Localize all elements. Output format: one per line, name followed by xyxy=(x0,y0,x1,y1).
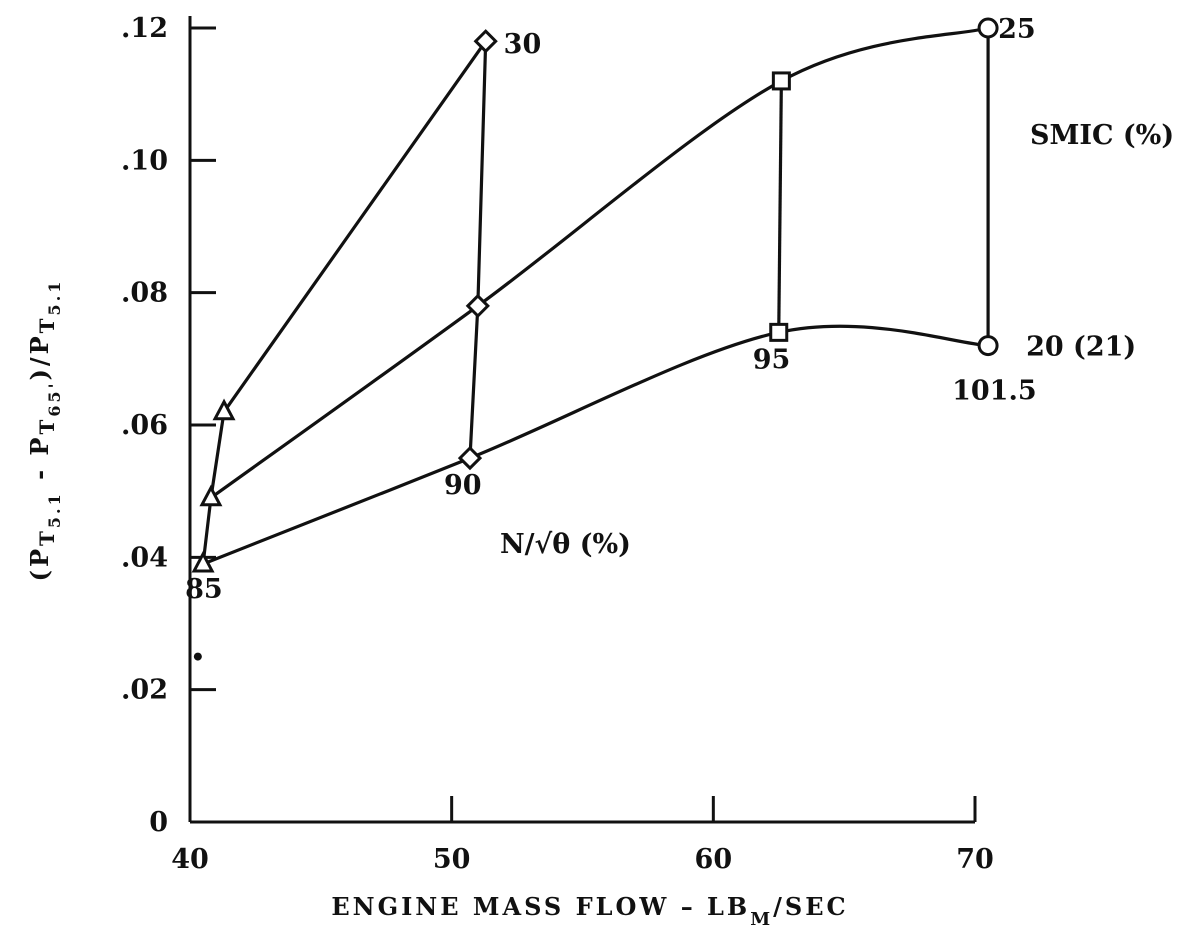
x-axis-title-tail: /SEC xyxy=(773,892,849,921)
series-label: 30 xyxy=(504,29,542,60)
circle-marker xyxy=(977,17,999,39)
speed-label: 90 xyxy=(444,470,482,501)
y-tick-label: 0 xyxy=(149,807,168,838)
speed-label: 85 xyxy=(185,574,223,605)
y-tick-label: .10 xyxy=(121,145,168,176)
speed-title: N/√θ (%) xyxy=(500,529,631,560)
speed-label: 101.5 xyxy=(952,376,1037,407)
x-tick-label: 70 xyxy=(956,844,994,875)
square-marker xyxy=(771,71,791,91)
labels: 30 25 20 (21) 85 90 95 101.5 xyxy=(185,14,1136,605)
circle-marker xyxy=(977,335,999,357)
y-tick-label: .12 xyxy=(121,13,168,44)
x-tick-label: 60 xyxy=(695,844,733,875)
diamond-marker xyxy=(465,293,490,319)
diamond-marker xyxy=(473,29,498,54)
diamond-marker xyxy=(457,445,483,471)
stray-dot xyxy=(193,652,202,661)
speed-line xyxy=(777,80,783,333)
triangle-marker xyxy=(191,550,215,573)
series-line xyxy=(222,40,487,413)
ticks: 40 50 60 70 0 .02 .04 .06 .08 .10 .12 xyxy=(121,13,994,875)
smic-title: SMIC (%) xyxy=(1030,120,1174,151)
triangle-marker xyxy=(199,484,223,507)
y-tick-label: .06 xyxy=(121,410,168,441)
triangle-marker xyxy=(212,398,236,421)
x-tick-label: 50 xyxy=(433,844,471,875)
x-axis-title-sub: M xyxy=(750,909,773,930)
markers xyxy=(191,17,999,661)
x-axis-title: ENGINE MASS FLOW – LBM/SEC xyxy=(331,892,848,930)
x-tick-label: 40 xyxy=(171,844,209,875)
series-label: 25 xyxy=(998,14,1036,45)
y-tick-label: .04 xyxy=(121,542,168,573)
y-tick-label: .02 xyxy=(121,675,168,706)
series-line xyxy=(202,324,989,566)
y-axis-title: (PT5.1 - PT65')/PT5.1 xyxy=(25,279,64,582)
series-label: 20 (21) xyxy=(1026,332,1136,363)
speed-label: 95 xyxy=(753,344,791,375)
x-axis-title-main: ENGINE MASS FLOW – LB xyxy=(331,892,750,921)
square-marker xyxy=(769,322,789,342)
speed-line xyxy=(201,411,226,565)
speed-line xyxy=(468,41,488,459)
series-lines xyxy=(201,26,990,566)
series-line xyxy=(209,26,989,500)
axes xyxy=(188,16,975,824)
y-tick-label: .08 xyxy=(121,278,168,309)
